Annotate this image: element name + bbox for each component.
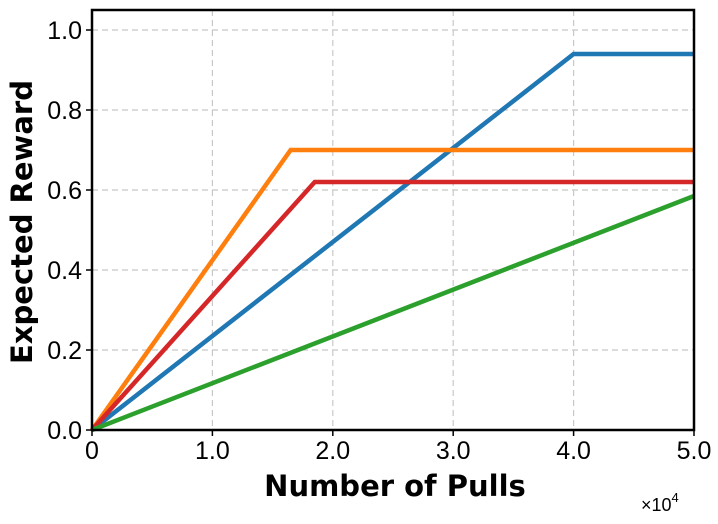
series-lines bbox=[90, 51, 695, 433]
y-tick-label: 0.8 bbox=[47, 97, 82, 125]
x-tick-label: 2.0 bbox=[315, 437, 350, 465]
ticks: 0 1.0 2.0 3.0 4.0 5.0 0.0 0.2 0.4 0.6 0.8 1.0 bbox=[47, 17, 711, 465]
series-line-4 bbox=[91, 193, 695, 433]
y-tick-label: 1.0 bbox=[47, 17, 82, 45]
series-line-1 bbox=[90, 51, 694, 432]
x-axis-title: Number of Pulls bbox=[264, 469, 526, 503]
y-tick-label: 0.4 bbox=[47, 257, 82, 285]
series-line-2 bbox=[90, 147, 694, 432]
x-tick-label: 5.0 bbox=[677, 437, 712, 465]
x-tick-label: 0 bbox=[85, 437, 99, 465]
grid bbox=[92, 10, 694, 430]
x-axis-scale-base: ×10 bbox=[641, 495, 672, 515]
y-tick-label: 0.6 bbox=[47, 177, 82, 205]
x-axis-scale-label: ×104 bbox=[641, 490, 679, 515]
x-tick-label: 4.0 bbox=[556, 437, 591, 465]
series-line-3 bbox=[90, 179, 694, 432]
y-axis-title: Expected Reward bbox=[5, 80, 39, 364]
x-tick-label: 1.0 bbox=[195, 437, 230, 465]
x-tick-label: 3.0 bbox=[436, 437, 471, 465]
plot-frame bbox=[90, 8, 696, 432]
x-axis-scale-exponent: 4 bbox=[672, 490, 679, 505]
y-tick-label: 0.2 bbox=[47, 337, 82, 365]
y-tick-label: 0.0 bbox=[47, 417, 82, 445]
